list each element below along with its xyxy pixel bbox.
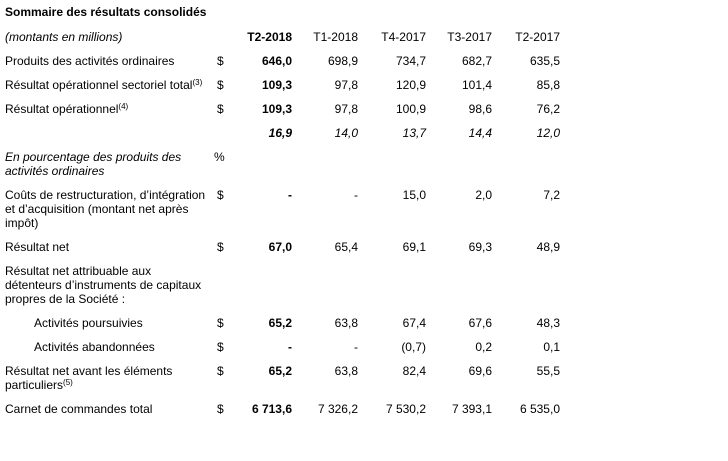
percent-cell: 12,0: [536, 126, 560, 140]
value-cell: 15,0: [402, 188, 426, 202]
currency-symbol: $: [217, 188, 224, 202]
value-cell: 109,3: [261, 78, 292, 92]
value-cell: 7 530,2: [385, 402, 426, 416]
value-cell: 63,8: [334, 316, 358, 330]
row-label: Coûts de restructuration, d’intégration …: [5, 188, 206, 230]
period-header: T4-2017: [381, 30, 426, 44]
percent-cell: 14,4: [468, 126, 492, 140]
value-cell: 63,8: [334, 364, 358, 378]
row-label: Résultat opérationnel(4): [5, 102, 210, 116]
currency-symbol: $: [217, 102, 224, 116]
value-cell: 100,9: [395, 102, 426, 116]
row-label: Carnet de commandes total: [5, 402, 153, 416]
value-cell: 65,2: [268, 316, 292, 330]
currency-symbol: $: [217, 402, 224, 416]
row-label: Résultat net avant les éléments particul…: [5, 364, 195, 392]
value-cell: 97,8: [334, 78, 358, 92]
currency-symbol: $: [217, 54, 224, 68]
value-cell: 682,7: [461, 54, 492, 68]
row-label: Résultat net: [5, 240, 70, 254]
value-cell: 65,4: [334, 240, 358, 254]
period-header: T2-2017: [515, 30, 560, 44]
row-label-text: Résultat opérationnel sectoriel total: [5, 78, 193, 92]
table-title: Sommaire des résultats consolidés: [5, 5, 207, 19]
value-cell: 646,0: [261, 54, 292, 68]
value-cell: 0,1: [543, 340, 560, 354]
period-header: T2-2018: [247, 30, 292, 44]
row-label: Résultat opérationnel sectoriel total(3): [5, 78, 210, 92]
footnote-ref: (4): [118, 102, 129, 111]
value-cell: -: [288, 340, 292, 354]
units-label: (montants en millions): [5, 30, 123, 44]
row-label: Produits des activités ordinaires: [5, 54, 175, 68]
value-cell: 2,0: [475, 188, 492, 202]
value-cell: 698,9: [327, 54, 358, 68]
period-header: T1-2018: [313, 30, 358, 44]
row-label-text: Résultat net avant les éléments particul…: [5, 364, 173, 392]
value-cell: -: [288, 188, 292, 202]
percent-cell: 13,7: [402, 126, 426, 140]
value-cell: 69,6: [468, 364, 492, 378]
value-cell: 82,4: [402, 364, 426, 378]
value-cell: 635,5: [529, 54, 560, 68]
value-cell: 76,2: [536, 102, 560, 116]
value-cell: 85,8: [536, 78, 560, 92]
footnote-ref: (5): [63, 378, 73, 387]
period-header: T3-2017: [447, 30, 492, 44]
value-cell: 6 535,0: [519, 402, 560, 416]
value-cell: 7 393,1: [451, 402, 492, 416]
footnote-ref: (3): [192, 78, 203, 87]
percent-cell: 14,0: [334, 126, 358, 140]
value-cell: 109,3: [261, 102, 292, 116]
value-cell: 69,1: [402, 240, 426, 254]
value-cell: 7,2: [543, 188, 560, 202]
currency-symbol: $: [217, 240, 224, 254]
value-cell: 65,2: [268, 364, 292, 378]
currency-symbol: $: [217, 340, 224, 354]
value-cell: -: [354, 340, 358, 354]
row-label: Résultat net attribuable aux détenteurs …: [5, 264, 202, 306]
value-cell: 7 326,2: [317, 402, 358, 416]
currency-symbol: $: [217, 316, 224, 330]
value-cell: 120,9: [395, 78, 426, 92]
row-label: Activités poursuivies: [34, 316, 143, 330]
value-cell: 0,2: [475, 340, 492, 354]
value-cell: 734,7: [395, 54, 426, 68]
row-label: Activités abandonnées: [34, 340, 155, 354]
value-cell: (0,7): [401, 340, 426, 354]
percent-cell: 16,9: [268, 126, 292, 140]
value-cell: 48,3: [536, 316, 560, 330]
percent-symbol: %: [214, 150, 225, 164]
value-cell: 55,5: [536, 364, 560, 378]
row-label-text: Résultat opérationnel: [5, 102, 119, 116]
value-cell: 6 713,6: [251, 402, 292, 416]
value-cell: -: [354, 188, 358, 202]
value-cell: 67,6: [468, 316, 492, 330]
value-cell: 69,3: [468, 240, 492, 254]
currency-symbol: $: [217, 78, 224, 92]
value-cell: 97,8: [334, 102, 358, 116]
value-cell: 48,9: [536, 240, 560, 254]
value-cell: 101,4: [461, 78, 492, 92]
value-cell: 98,6: [468, 102, 492, 116]
value-cell: 67,0: [268, 240, 292, 254]
row-label: En pourcentage des produits des activité…: [5, 150, 182, 178]
currency-symbol: $: [217, 364, 224, 378]
value-cell: 67,4: [402, 316, 426, 330]
